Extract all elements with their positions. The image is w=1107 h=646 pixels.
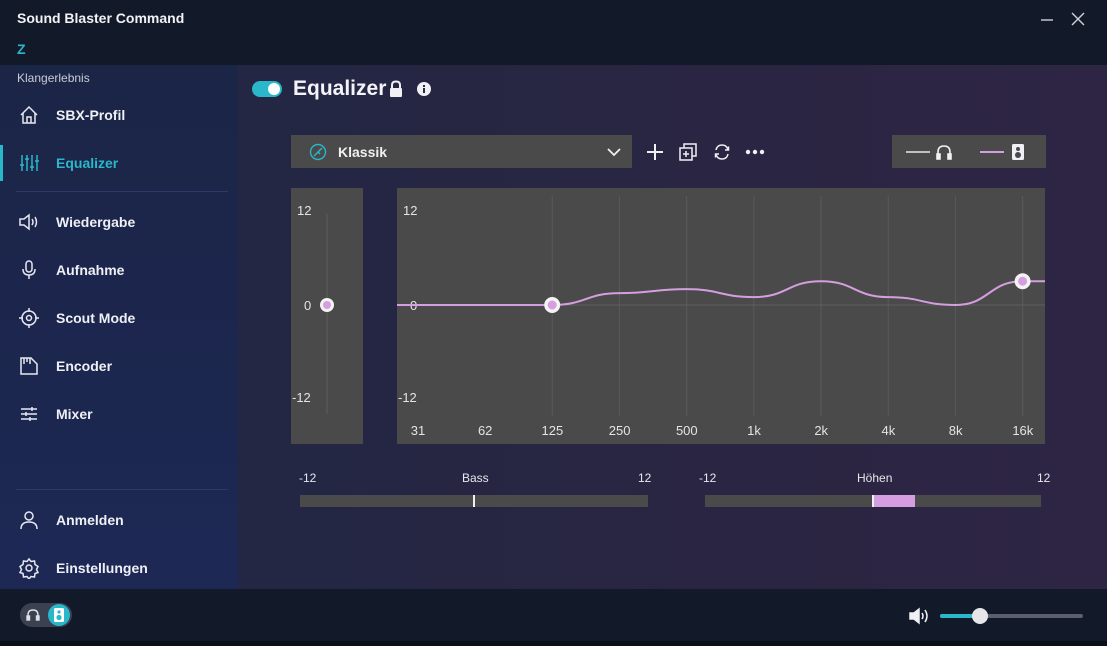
treble-slider[interactable] bbox=[705, 495, 1041, 507]
preamp-handle-center bbox=[323, 301, 331, 309]
speaker-icon bbox=[19, 213, 38, 231]
encoder-icon bbox=[20, 357, 38, 375]
preamp-y-max: 12 bbox=[297, 203, 311, 218]
output-switch[interactable] bbox=[20, 603, 72, 627]
volume-slider-handle[interactable] bbox=[972, 608, 989, 624]
bottom-strip bbox=[0, 641, 1107, 646]
preamp-panel: 12 0 -12 bbox=[291, 188, 363, 444]
speaker-device-icon bbox=[1012, 144, 1024, 160]
eq-band-label: 500 bbox=[676, 423, 698, 438]
preset-label: Klassik bbox=[338, 144, 388, 160]
sidebar-divider bbox=[16, 191, 228, 192]
treble-slider-handle[interactable] bbox=[872, 495, 874, 507]
crosshair-icon bbox=[19, 308, 39, 328]
bass-min-label: -12 bbox=[299, 471, 317, 485]
eq-band-label: 16k bbox=[1012, 423, 1033, 438]
sidebar-item-wiedergabe[interactable]: Wiedergabe bbox=[0, 200, 238, 244]
sidebar-item-label: Mixer bbox=[56, 406, 93, 422]
bass-slider[interactable] bbox=[300, 495, 648, 507]
headphone-legend-line bbox=[906, 151, 930, 153]
sidebar-item-equalizer[interactable]: Equalizer bbox=[0, 141, 238, 185]
minimize-icon[interactable] bbox=[1036, 8, 1058, 30]
eq-band-label: 62 bbox=[478, 423, 492, 438]
main-content: Equalizer Klassik bbox=[238, 65, 1107, 589]
equalizer-toggle[interactable] bbox=[252, 81, 282, 97]
eq-band-label: 1k bbox=[747, 423, 761, 438]
volume-slider-fill bbox=[940, 614, 981, 618]
eq-y-min: -12 bbox=[398, 390, 417, 405]
sidebar-item-label: Scout Mode bbox=[56, 310, 136, 326]
app-title: Sound Blaster Command bbox=[17, 10, 185, 26]
eq-band-label: 8k bbox=[949, 423, 963, 438]
eq-curve bbox=[397, 280, 1090, 307]
eq-y-max: 12 bbox=[403, 203, 417, 218]
eq-graph[interactable]: 12 0 -12 31 62 125 250 500 1k 2k 4k 8k 16k bbox=[397, 188, 1091, 444]
volume-icon[interactable] bbox=[909, 607, 931, 625]
treble-max-label: 12 bbox=[1037, 471, 1051, 485]
sidebar-item-label: Aufnahme bbox=[56, 262, 125, 278]
sidebar-divider bbox=[16, 489, 228, 490]
microphone-icon bbox=[22, 260, 36, 279]
bass-label: Bass bbox=[462, 471, 489, 485]
preset-dropdown[interactable]: Klassik bbox=[291, 135, 632, 168]
eq-band-handle-center bbox=[547, 300, 557, 310]
preamp-y-zero: 0 bbox=[304, 298, 311, 313]
eq-band-label: 4k bbox=[882, 423, 896, 438]
bottom-bar bbox=[0, 589, 1107, 641]
bass-max-label: 12 bbox=[638, 471, 652, 485]
eq-band-label: 125 bbox=[542, 423, 564, 438]
bass-slider-handle[interactable] bbox=[473, 495, 475, 507]
equalizer-icon bbox=[20, 155, 39, 171]
headphones-icon bbox=[26, 609, 40, 621]
eq-graph-panel[interactable]: 12 0 -12 31 62 125 250 500 1k 2k 4k 8k 16k bbox=[397, 188, 1091, 444]
sidebar: Klangerlebnis SBX-Profil Equalizer Wiede… bbox=[0, 65, 238, 589]
speaker-output-button[interactable] bbox=[48, 604, 70, 626]
more-options-icon[interactable] bbox=[744, 141, 766, 163]
treble-min-label: -12 bbox=[699, 471, 717, 485]
sidebar-item-label: Equalizer bbox=[56, 155, 119, 171]
sidebar-item-label: Encoder bbox=[56, 358, 113, 374]
title-bar: Sound Blaster Command Z bbox=[0, 0, 1107, 65]
eq-band-label: 2k bbox=[814, 423, 828, 438]
treble-label: Höhen bbox=[857, 471, 893, 485]
duplicate-icon[interactable] bbox=[677, 141, 699, 163]
eq-band-handle-center bbox=[1018, 276, 1028, 286]
sidebar-item-scout-mode[interactable]: Scout Mode bbox=[0, 296, 238, 340]
eq-band-label: 31 bbox=[411, 423, 425, 438]
page-title: Equalizer bbox=[293, 77, 387, 100]
home-icon bbox=[20, 105, 38, 124]
add-preset-icon[interactable] bbox=[644, 141, 666, 163]
sidebar-item-aufnahme[interactable]: Aufnahme bbox=[0, 248, 238, 292]
device-selector[interactable]: Z bbox=[17, 41, 26, 57]
gear-icon bbox=[18, 557, 40, 579]
output-legend bbox=[892, 135, 1046, 168]
headphones-icon bbox=[936, 145, 952, 160]
chevron-down-icon bbox=[607, 148, 621, 157]
sidebar-item-label: Wiedergabe bbox=[56, 214, 136, 230]
volume-slider[interactable] bbox=[940, 608, 1083, 624]
sidebar-section-title: Klangerlebnis bbox=[17, 71, 90, 85]
reset-icon[interactable] bbox=[711, 141, 733, 163]
preamp-y-min: -12 bbox=[292, 390, 311, 405]
treble-slider-fill bbox=[873, 495, 915, 507]
user-icon bbox=[20, 511, 38, 530]
eq-band-label: 250 bbox=[609, 423, 631, 438]
speaker-device-icon bbox=[54, 608, 64, 622]
preset-icon bbox=[309, 143, 327, 161]
sidebar-item-label: Einstellungen bbox=[56, 560, 148, 576]
close-icon[interactable] bbox=[1067, 8, 1089, 30]
sidebar-item-sbx-profil[interactable]: SBX-Profil bbox=[0, 93, 238, 137]
sidebar-item-anmelden[interactable]: Anmelden bbox=[0, 498, 238, 542]
info-icon[interactable] bbox=[416, 81, 432, 97]
speaker-legend-line bbox=[980, 151, 1004, 153]
sidebar-item-label: Anmelden bbox=[56, 512, 124, 528]
lock-icon[interactable] bbox=[388, 80, 404, 98]
sidebar-item-einstellungen[interactable]: Einstellungen bbox=[0, 546, 238, 590]
sidebar-item-label: SBX-Profil bbox=[56, 107, 126, 123]
sidebar-item-encoder[interactable]: Encoder bbox=[0, 344, 238, 388]
mixer-icon bbox=[21, 407, 37, 421]
sidebar-item-mixer[interactable]: Mixer bbox=[0, 392, 238, 436]
